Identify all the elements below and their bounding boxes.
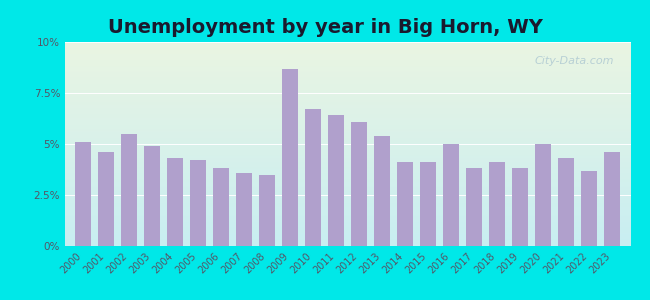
- Bar: [306, 109, 321, 246]
- Bar: [604, 152, 620, 246]
- Text: City-Data.com: City-Data.com: [534, 56, 614, 66]
- Bar: [466, 169, 482, 246]
- Bar: [144, 146, 161, 246]
- Text: Unemployment by year in Big Horn, WY: Unemployment by year in Big Horn, WY: [107, 18, 543, 37]
- Bar: [535, 144, 551, 246]
- Bar: [420, 162, 436, 246]
- Bar: [122, 134, 137, 246]
- Bar: [328, 116, 344, 246]
- Bar: [351, 122, 367, 246]
- Bar: [443, 144, 460, 246]
- Bar: [558, 158, 574, 246]
- Bar: [581, 170, 597, 246]
- Bar: [98, 152, 114, 246]
- Bar: [512, 169, 528, 246]
- Bar: [489, 162, 505, 246]
- Bar: [75, 142, 92, 246]
- Bar: [282, 68, 298, 246]
- Bar: [259, 175, 276, 246]
- Bar: [190, 160, 207, 246]
- Bar: [213, 169, 229, 246]
- Bar: [397, 162, 413, 246]
- Bar: [374, 136, 390, 246]
- Bar: [167, 158, 183, 246]
- Bar: [236, 172, 252, 246]
